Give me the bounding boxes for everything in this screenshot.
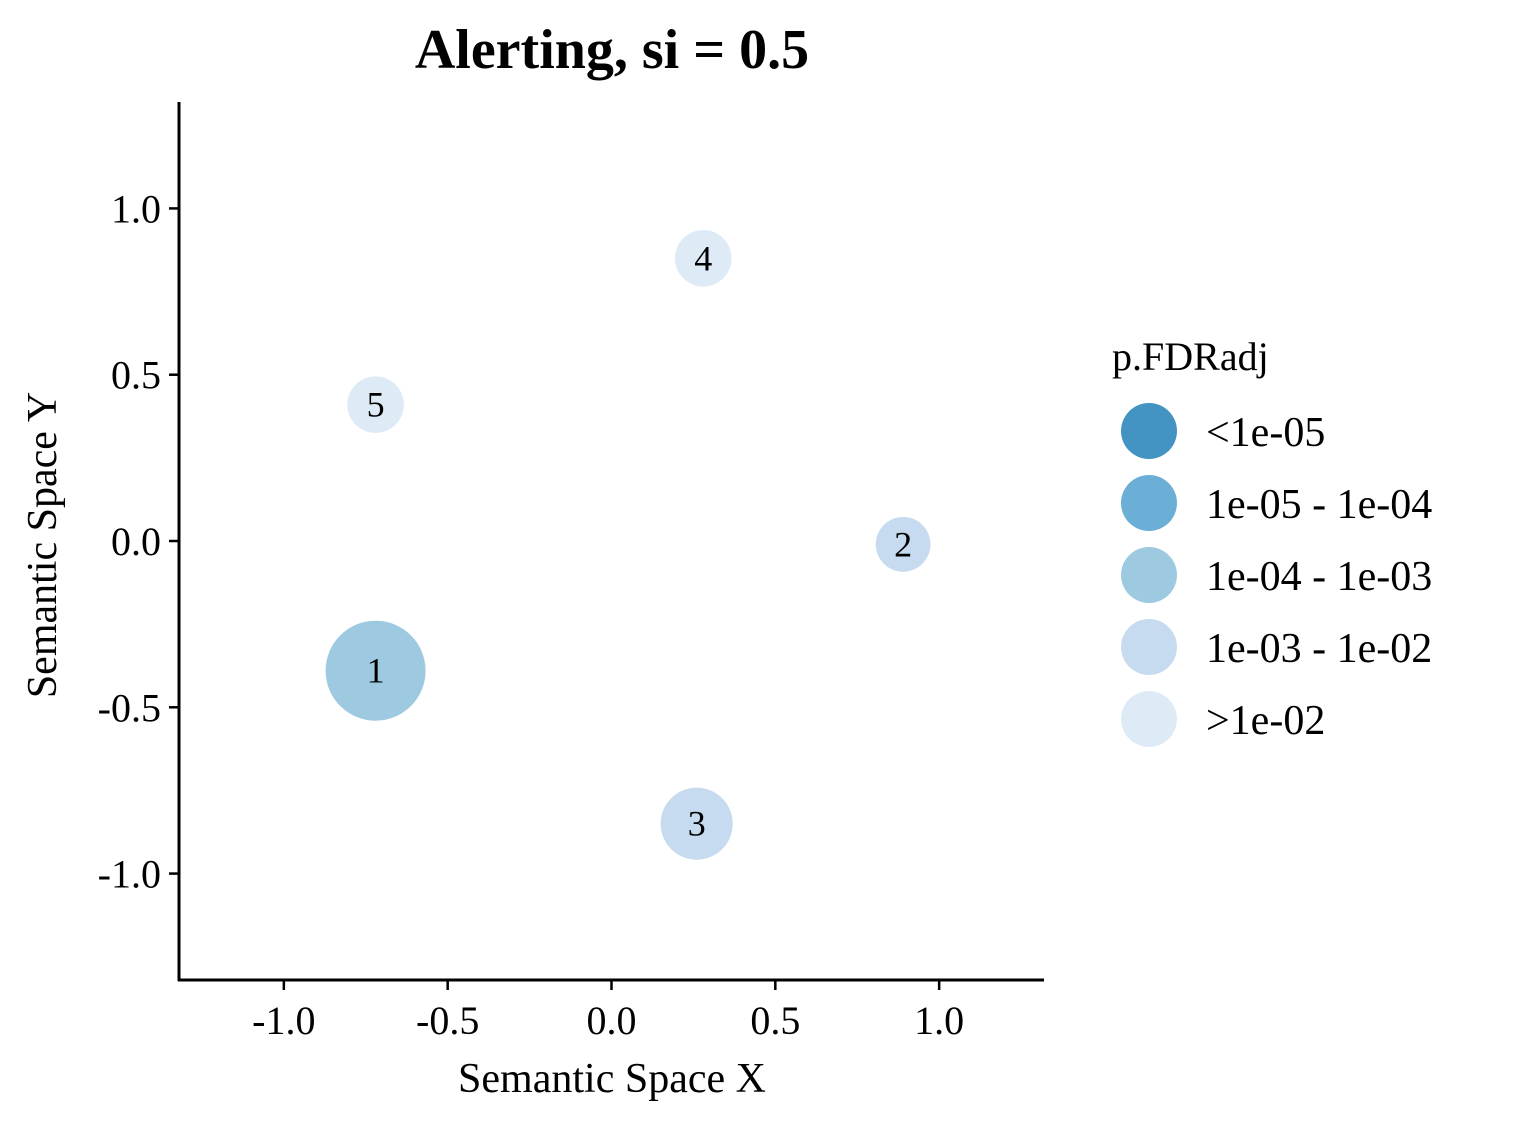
y-tick-label: -1.0 [98,852,161,897]
point-marker [347,376,404,433]
point-marker [674,230,732,287]
data-point: 5 [347,376,404,433]
point-label: 2 [894,524,912,564]
y-tick-label: 1.0 [111,186,161,231]
legend-label: <1e-05 [1206,410,1325,456]
point-marker [660,787,733,860]
legend-swatch [1121,619,1177,675]
axes-layer: -1.0 -0.5 0.0 0.5 1.0 -1.0 -0.5 0.0 0.5 1.0 [98,102,1044,1043]
legend-entry: <1e-05 [1121,403,1325,459]
data-point: 3 [660,787,733,860]
chart-title: Alerting, si = 0.5 [415,19,809,81]
y-tick-label: -0.5 [98,685,161,730]
y-axis-label: Semantic Space Y [20,392,66,698]
legend-swatch [1121,475,1177,531]
legend-swatch [1121,403,1177,459]
point-label: 1 [367,651,385,691]
legend-label: 1e-05 - 1e-04 [1206,482,1432,528]
legend-swatch [1121,547,1177,603]
legend: p.FDRadj <1e-05 1e-05 - 1e-04 1e-04 - 1e-0… [1112,334,1432,747]
legend-label: >1e-02 [1206,698,1325,744]
points-layer: 1 2 3 4 5 [325,230,931,860]
data-point: 1 [325,620,426,721]
point-label: 5 [367,385,385,425]
point-label: 3 [688,804,706,844]
legend-label: 1e-04 - 1e-03 [1206,554,1432,600]
legend-title: p.FDRadj [1112,334,1269,379]
legend-label: 1e-03 - 1e-02 [1206,626,1432,672]
x-tick-label: -1.0 [252,998,315,1043]
data-point: 4 [674,230,732,287]
legend-entry: 1e-05 - 1e-04 [1121,475,1432,531]
legend-entries: <1e-05 1e-05 - 1e-04 1e-04 - 1e-03 1e-03 - … [1121,403,1432,747]
legend-entry: >1e-02 [1121,691,1325,747]
x-tick-label: 0.5 [750,998,800,1043]
point-marker [325,620,426,721]
point-label: 4 [694,238,712,278]
y-tick-label: 0.5 [111,353,161,398]
legend-entry: 1e-03 - 1e-02 [1121,619,1432,675]
x-tick-label: 0.0 [587,998,637,1043]
y-tick-label: 0.0 [111,519,161,564]
data-point: 2 [875,516,931,572]
point-marker [875,516,931,572]
x-axis-label: Semantic Space X [458,1056,766,1102]
legend-entry: 1e-04 - 1e-03 [1121,547,1432,603]
x-tick-label: 1.0 [914,998,964,1043]
x-tick-label: -0.5 [416,998,479,1043]
legend-swatch [1121,691,1177,747]
